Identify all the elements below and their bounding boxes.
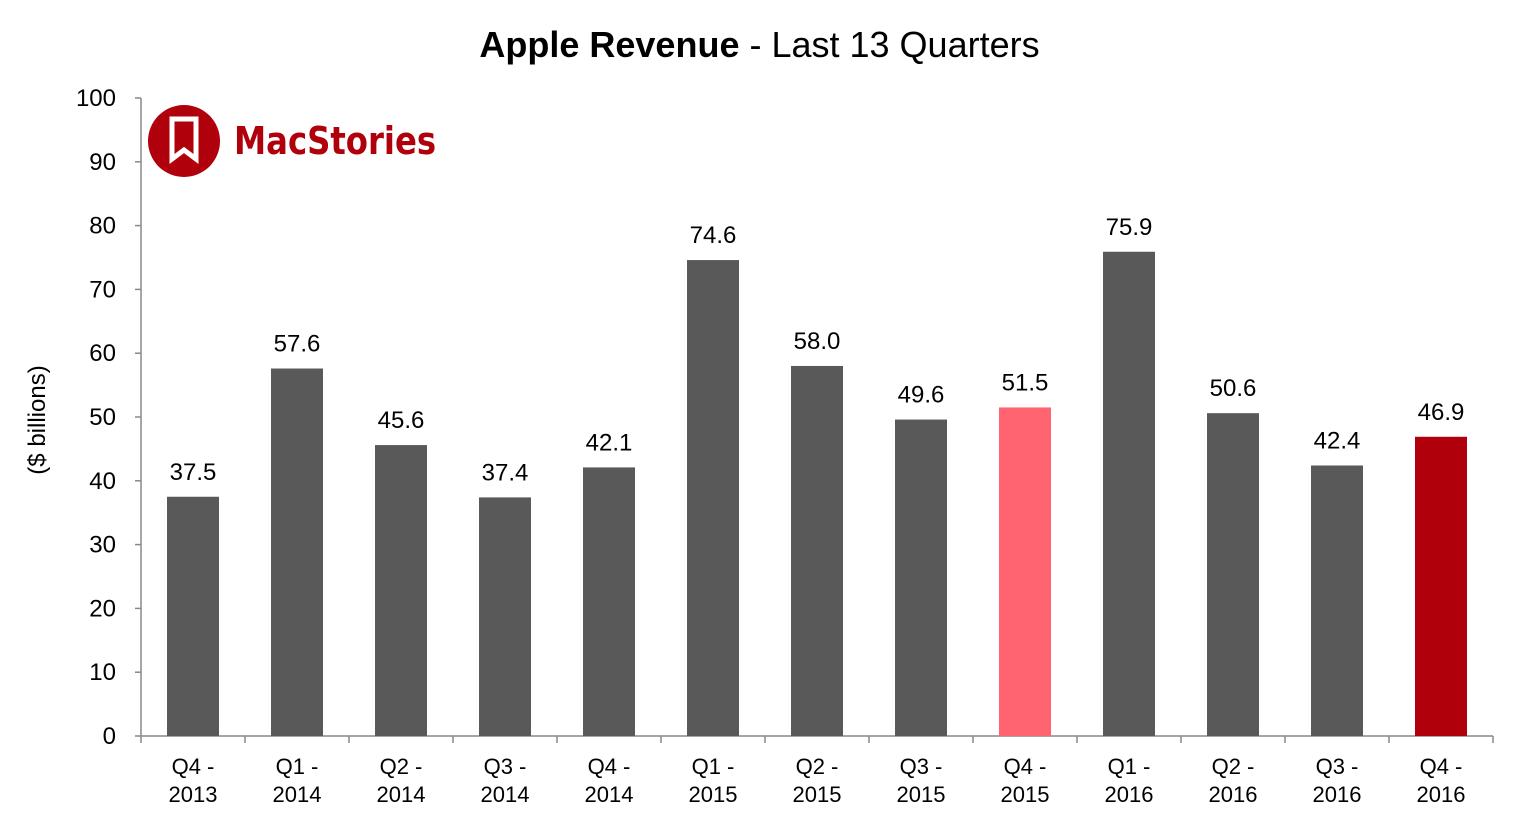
data-label: 37.5	[170, 459, 217, 486]
title-bold: Apple Revenue	[479, 24, 740, 65]
data-label: 74.6	[690, 222, 737, 249]
bar	[999, 407, 1051, 736]
data-label: 42.1	[586, 429, 633, 456]
bar	[583, 467, 635, 736]
x-tick-label-year: 2014	[585, 782, 634, 807]
y-tick-label: 0	[103, 723, 116, 750]
x-tick-label-quarter: Q4 -	[588, 754, 631, 779]
data-label: 49.6	[898, 382, 945, 409]
y-tick-label: 90	[89, 149, 116, 176]
bar	[167, 496, 219, 736]
x-tick-label-year: 2013	[169, 782, 218, 807]
bar	[791, 365, 843, 736]
data-label: 51.5	[1002, 369, 1049, 396]
data-label: 42.4	[1314, 427, 1361, 454]
x-tick-label-quarter: Q4 -	[1420, 754, 1463, 779]
data-label: 37.4	[482, 459, 529, 486]
y-tick-label: 50	[89, 404, 116, 431]
bar	[1103, 251, 1155, 736]
bar	[271, 368, 323, 736]
y-tick-label: 70	[89, 276, 116, 303]
data-label: 58.0	[794, 328, 841, 355]
x-tick-label-year: 2014	[377, 782, 426, 807]
data-label: 46.9	[1418, 399, 1465, 426]
bookmark-logo-icon	[148, 105, 220, 177]
macstories-logo: MacStories	[148, 103, 472, 179]
bar	[375, 445, 427, 736]
data-label: 57.6	[274, 331, 321, 358]
bar	[1415, 436, 1467, 736]
x-tick-label-quarter: Q2 -	[380, 754, 423, 779]
y-tick-label: 80	[89, 213, 116, 240]
x-tick-label-year: 2014	[273, 782, 322, 807]
y-tick-label: 100	[76, 85, 116, 112]
x-tick-label-quarter: Q4 -	[172, 754, 215, 779]
x-tick-label-quarter: Q1 -	[1108, 754, 1151, 779]
y-axis-label: ($ billions)	[24, 365, 51, 474]
bar	[895, 419, 947, 736]
data-label: 50.6	[1210, 375, 1257, 402]
x-tick-label-quarter: Q2 -	[1212, 754, 1255, 779]
x-tick-label-year: 2016	[1209, 782, 1258, 807]
y-tick-label: 60	[89, 340, 116, 367]
x-tick-label-year: 2015	[1001, 782, 1050, 807]
x-tick-label-quarter: Q1 -	[692, 754, 735, 779]
data-label: 75.9	[1106, 214, 1153, 241]
bar	[687, 260, 739, 736]
x-tick-label-year: 2016	[1313, 782, 1362, 807]
bar	[1311, 465, 1363, 736]
y-tick-label: 30	[89, 532, 116, 559]
bar	[479, 497, 531, 736]
y-tick-label: 10	[89, 659, 116, 686]
x-tick-label-year: 2015	[689, 782, 738, 807]
data-label: 45.6	[378, 407, 425, 434]
x-tick-label-quarter: Q1 -	[276, 754, 319, 779]
x-tick-label-year: 2015	[793, 782, 842, 807]
chart-title: Apple Revenue - Last 13 Quarters	[0, 24, 1519, 66]
x-tick-label-quarter: Q4 -	[1004, 754, 1047, 779]
x-tick-label-quarter: Q3 -	[1316, 754, 1359, 779]
x-tick-label-year: 2016	[1417, 782, 1466, 807]
x-tick-label-quarter: Q3 -	[484, 754, 527, 779]
x-tick-label-year: 2014	[481, 782, 530, 807]
logo-text: MacStories	[234, 119, 437, 163]
x-tick-label-year: 2015	[897, 782, 946, 807]
bar	[1207, 413, 1259, 736]
x-tick-label-quarter: Q2 -	[796, 754, 839, 779]
title-rest: - Last 13 Quarters	[739, 24, 1040, 65]
y-tick-label: 20	[89, 595, 116, 622]
x-tick-label-year: 2016	[1105, 782, 1154, 807]
x-tick-label-quarter: Q3 -	[900, 754, 943, 779]
y-tick-label: 40	[89, 468, 116, 495]
